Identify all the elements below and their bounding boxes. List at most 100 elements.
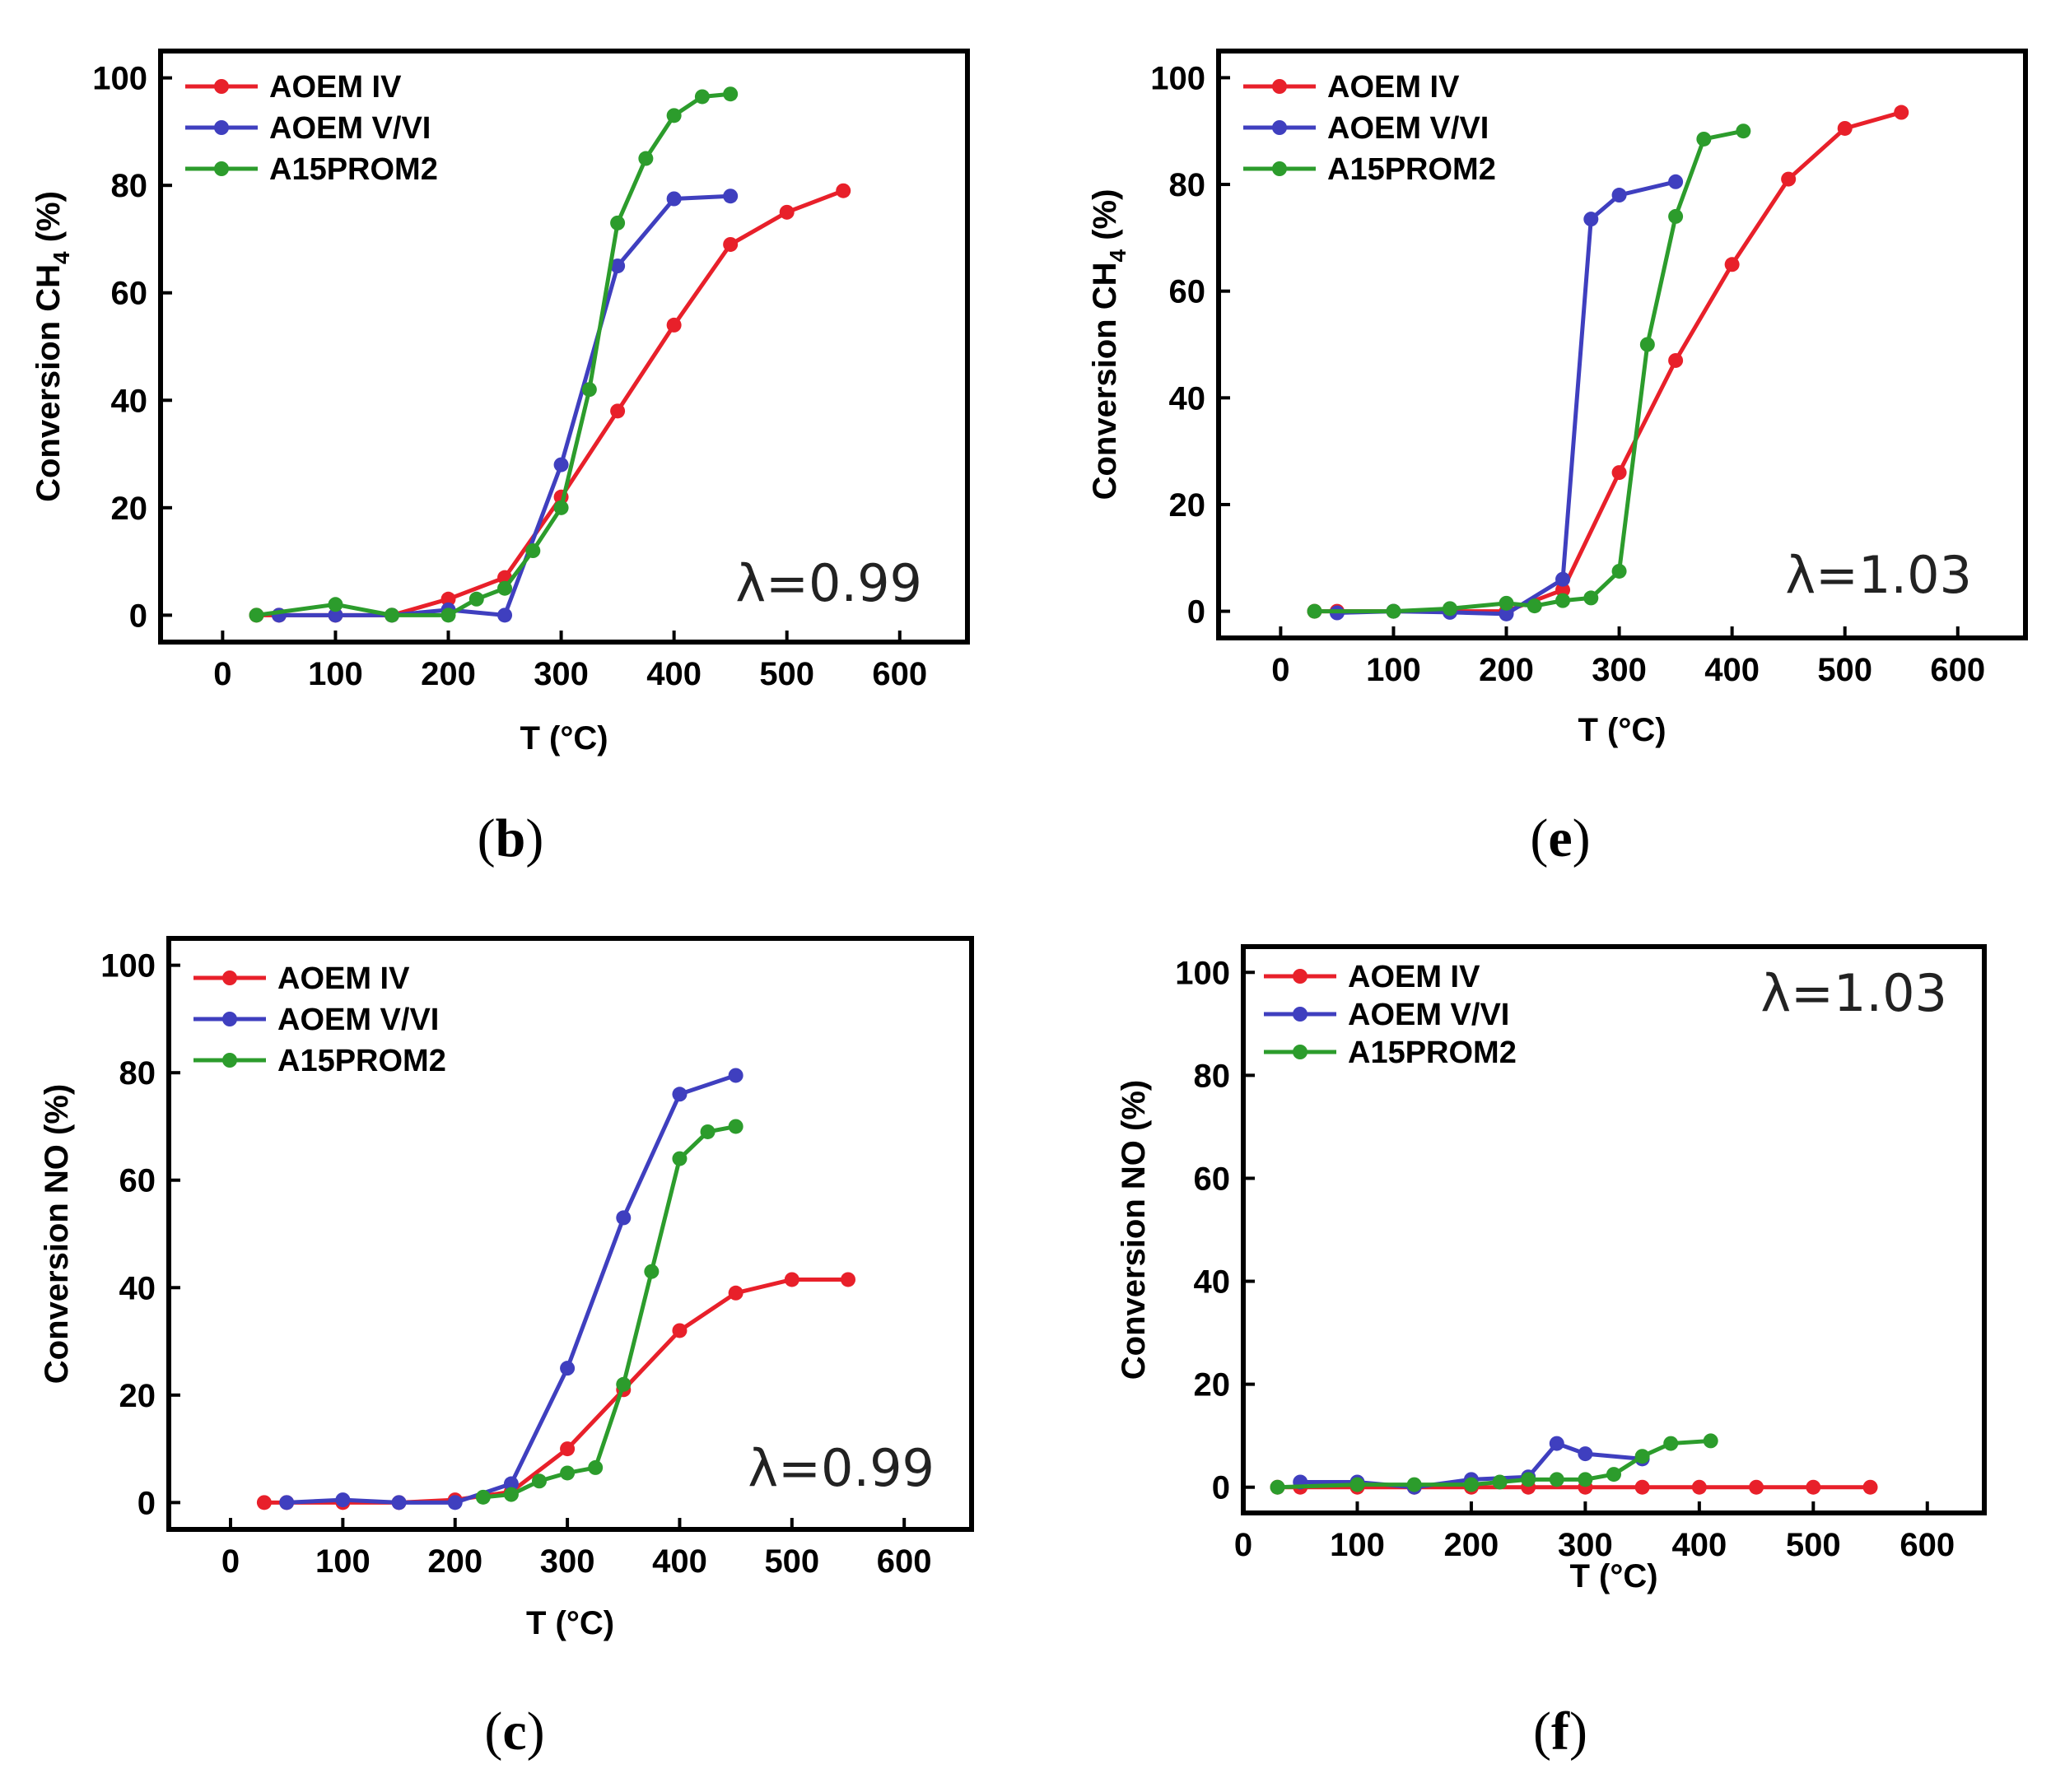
data-point xyxy=(1578,1446,1593,1462)
data-point xyxy=(1549,1472,1564,1487)
data-point xyxy=(1527,598,1542,614)
data-point xyxy=(779,204,795,220)
legend-swatch-marker xyxy=(222,970,237,985)
data-point xyxy=(672,1151,688,1166)
data-point xyxy=(581,382,597,398)
series-line-aoem-iv xyxy=(256,189,845,617)
data-point xyxy=(503,1476,519,1492)
data-point xyxy=(391,1495,407,1510)
legend-swatch-marker xyxy=(1293,969,1308,984)
x-tick-label: 300 xyxy=(540,1543,595,1580)
x-tick-label: 600 xyxy=(872,656,927,692)
x-tick-label: 100 xyxy=(308,656,363,692)
data-point xyxy=(1634,1479,1650,1495)
data-point xyxy=(335,1492,351,1508)
y-tick-label: 80 xyxy=(119,1055,156,1091)
caption-open: ( xyxy=(484,1701,502,1762)
data-point xyxy=(1837,120,1853,136)
series-line-a15prom2 xyxy=(256,91,731,617)
data-point xyxy=(328,607,343,623)
data-point xyxy=(666,191,682,207)
x-tick-label: 500 xyxy=(764,1543,819,1580)
legend-label: AOEM IV xyxy=(269,70,402,105)
data-point xyxy=(841,1272,855,1287)
caption-letter: e xyxy=(1548,808,1572,868)
data-point xyxy=(256,1495,272,1510)
x-tick-label: 400 xyxy=(1704,652,1760,688)
data-point xyxy=(666,317,682,333)
caption-open: ( xyxy=(1533,1701,1551,1762)
plot-frame xyxy=(1216,49,2028,640)
data-point xyxy=(836,183,851,198)
panel-caption: (b) xyxy=(478,808,544,868)
data-point xyxy=(1724,257,1740,272)
lambda-annotation: λ=1.03 xyxy=(1760,963,1947,1023)
data-point xyxy=(723,189,739,204)
x-tick-label: 0 xyxy=(221,1543,240,1580)
data-point xyxy=(1668,352,1684,368)
y-tick-label: 60 xyxy=(1194,1161,1231,1197)
series-line-a15prom2 xyxy=(482,1124,737,1500)
data-point xyxy=(1736,123,1751,139)
y-axis-label: Conversion NO (%) xyxy=(39,1084,75,1384)
x-tick-label: 400 xyxy=(646,656,702,692)
x-tick-label: 400 xyxy=(652,1543,707,1580)
panel-f: 0 100 200 300 400 500 600 0 20 40 60 80 100 T (°C) Con… xyxy=(1116,944,1987,1762)
y-tick-label: 100 xyxy=(92,61,147,97)
y-axis-label: Conversion NO (%) xyxy=(1116,1080,1152,1380)
data-point xyxy=(1386,603,1401,619)
data-point xyxy=(1583,212,1599,227)
plot-frame xyxy=(166,936,974,1532)
x-tick-label: 600 xyxy=(1930,652,1985,688)
series-line-a15prom2 xyxy=(1314,128,1744,614)
x-tick-label: 0 xyxy=(213,656,231,692)
caption-close: ) xyxy=(527,1701,545,1762)
data-point xyxy=(560,1361,576,1376)
y-tick-label: 100 xyxy=(100,948,156,984)
panel-caption: (e) xyxy=(1530,808,1590,868)
caption-letter: b xyxy=(496,808,526,868)
caption-letter: f xyxy=(1551,1701,1570,1762)
series-line-aoem-iv xyxy=(1314,110,1902,614)
panel-e: 0 100 200 300 400 500 600 0 20 40 60 80 100 T (°C) Con… xyxy=(1087,49,2028,868)
data-point xyxy=(1463,1477,1479,1492)
data-point xyxy=(497,580,513,596)
data-point xyxy=(694,89,710,105)
data-point xyxy=(384,607,399,623)
data-point xyxy=(1611,465,1627,481)
y-axis-label-main: Conversion CH xyxy=(30,264,67,502)
data-point xyxy=(1578,1472,1593,1487)
data-point xyxy=(616,1376,632,1392)
data-point xyxy=(1583,590,1599,606)
x-tick-label: 100 xyxy=(1366,652,1421,688)
legend-label: AOEM IV xyxy=(277,961,410,996)
legend-swatch-marker xyxy=(214,120,229,135)
legend-label: AOEM V/VI xyxy=(1327,111,1489,146)
legend-swatch-marker xyxy=(214,79,229,94)
y-tick-label: 60 xyxy=(119,1163,156,1199)
y-axis-label-sub: 4 xyxy=(1105,249,1130,262)
data-point xyxy=(1611,188,1627,203)
legend-label: AOEM IV xyxy=(1348,960,1480,994)
data-point xyxy=(1806,1479,1821,1495)
legend-swatch-marker xyxy=(214,161,229,176)
data-point xyxy=(1696,131,1712,147)
data-point xyxy=(1442,601,1457,617)
data-point xyxy=(723,236,739,252)
x-tick-label: 100 xyxy=(315,1543,371,1580)
y-axis-label: Conversion CH4 (%) xyxy=(1087,189,1130,500)
x-axis-label: T (°C) xyxy=(1578,712,1666,748)
y-tick-label: 0 xyxy=(1212,1470,1230,1506)
panel-c: 0 100 200 300 400 500 600 0 20 40 60 80 100 T (°C) Con… xyxy=(39,936,974,1762)
data-point xyxy=(1555,593,1571,608)
y-axis-label-main: Conversion NO xyxy=(39,1144,75,1384)
legend-swatch-marker xyxy=(222,1012,237,1026)
data-point xyxy=(525,543,541,559)
legend-swatch-marker xyxy=(1272,120,1287,135)
data-point xyxy=(532,1473,547,1489)
lambda-annotation: λ=0.99 xyxy=(748,1438,935,1498)
legend-label: A15PROM2 xyxy=(277,1044,446,1078)
caption-open: ( xyxy=(1530,808,1548,868)
x-tick-label: 200 xyxy=(427,1543,482,1580)
y-tick-label: 20 xyxy=(1169,487,1206,524)
